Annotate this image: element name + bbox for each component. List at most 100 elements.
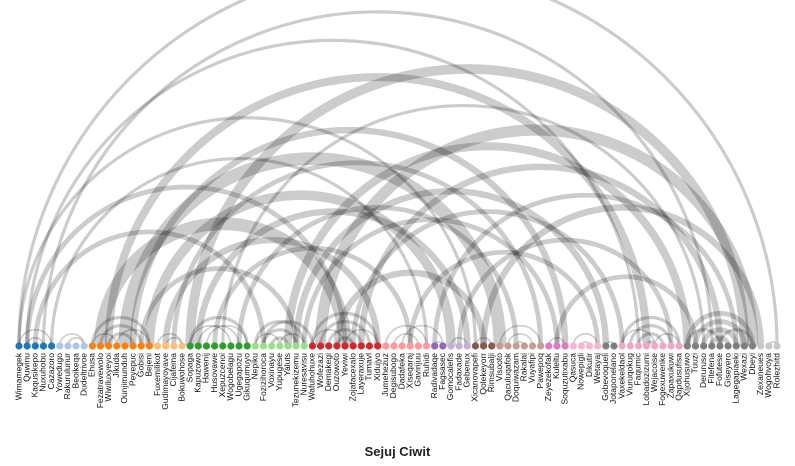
arc-link-14 bbox=[91, 333, 118, 347]
arc-link-27 bbox=[189, 324, 232, 347]
node-59 bbox=[496, 342, 504, 350]
node-label-49: Gavirijuu bbox=[413, 353, 423, 387]
arc-link-69 bbox=[572, 333, 599, 347]
node-label-61: Doquiwazam bbox=[510, 353, 520, 402]
node-label-81: Qapdusufisa bbox=[673, 353, 683, 401]
node-label-37: Wofezazi bbox=[315, 353, 325, 388]
node-48 bbox=[406, 342, 414, 350]
node-52 bbox=[439, 342, 447, 350]
node-label-80: Zapaxukuwi bbox=[665, 353, 675, 398]
node-5 bbox=[56, 342, 64, 350]
node-label-75: Viuruqokug bbox=[625, 353, 635, 396]
node-31 bbox=[268, 342, 276, 350]
arc-link-46 bbox=[327, 328, 363, 347]
arc-link-35 bbox=[253, 320, 306, 347]
arc-link-61 bbox=[456, 237, 674, 347]
node-83 bbox=[691, 342, 700, 350]
node-45 bbox=[382, 342, 390, 350]
node-40 bbox=[341, 342, 349, 350]
node-2 bbox=[31, 342, 39, 350]
node-18 bbox=[162, 342, 170, 350]
arc-link-56 bbox=[401, 324, 444, 347]
node-68 bbox=[569, 342, 577, 350]
node-label-68: Qasuca bbox=[567, 353, 577, 383]
arc-link-41 bbox=[283, 142, 692, 347]
node-label-48: Xiseqaraj bbox=[404, 353, 414, 389]
arc-link-52 bbox=[350, 209, 625, 347]
node-37 bbox=[316, 342, 325, 350]
node-35 bbox=[300, 342, 308, 350]
node-label-17: Fuxemilikot bbox=[152, 352, 162, 396]
node-label-82: Xijohusuwo bbox=[682, 353, 692, 397]
node-81 bbox=[675, 342, 683, 350]
node-label-47: Dadafeka bbox=[396, 353, 406, 390]
node-label-8: Dudeltrivoe bbox=[78, 353, 88, 396]
node-label-4: Cazazoro bbox=[46, 353, 56, 390]
node-91 bbox=[757, 342, 765, 350]
node-56 bbox=[471, 342, 480, 350]
arc-link-19 bbox=[129, 126, 569, 347]
node-label-76: Faqumic bbox=[633, 352, 643, 385]
node-label-84: Deruruso bbox=[698, 353, 708, 388]
node-15 bbox=[137, 342, 145, 350]
node-12 bbox=[113, 342, 121, 350]
node-28 bbox=[243, 342, 251, 350]
node-58 bbox=[488, 342, 496, 350]
arc-link-18 bbox=[118, 152, 507, 347]
arc-link-48 bbox=[311, 328, 346, 347]
node-label-69: Nowepigli bbox=[576, 353, 586, 390]
node-label-63: Vuyafipi bbox=[527, 353, 537, 383]
node-label-3: Nuxuhobu bbox=[38, 353, 48, 392]
node-label-39: Ouzowoto bbox=[331, 353, 341, 392]
arc-link-55 bbox=[393, 333, 420, 347]
arc-link-64 bbox=[499, 325, 542, 347]
node-77 bbox=[642, 342, 651, 350]
node-label-86: Fofutese bbox=[714, 353, 724, 386]
node-47 bbox=[398, 342, 406, 350]
arc-link-20 bbox=[138, 266, 299, 347]
node-label-35: Nuresavisu bbox=[299, 353, 309, 396]
arc-link-16 bbox=[94, 217, 352, 347]
arc-link-9 bbox=[58, 332, 86, 347]
node-label-62: Rakalai bbox=[519, 353, 529, 381]
node-61 bbox=[512, 342, 520, 350]
node-87 bbox=[724, 342, 732, 350]
node-13 bbox=[121, 342, 129, 350]
node-34 bbox=[292, 342, 300, 350]
arc-link-54 bbox=[384, 324, 428, 347]
node-label-14: Peyepuc bbox=[127, 352, 137, 386]
node-label-83: Tuuzi bbox=[690, 353, 700, 374]
node-label-5: Yowedugo bbox=[54, 353, 64, 393]
node-label-71: Wetayaj bbox=[592, 353, 602, 384]
node-label-90: Dbeyi bbox=[747, 353, 757, 375]
node-label-79: Fogexuwenke bbox=[657, 353, 667, 406]
node-label-70: Dikutir bbox=[584, 353, 594, 377]
arc-link-57 bbox=[407, 250, 601, 347]
arc-link-34 bbox=[236, 205, 519, 347]
node-63 bbox=[528, 342, 537, 350]
arc-link-26 bbox=[188, 315, 249, 347]
node-86 bbox=[716, 342, 724, 350]
arc-link-65 bbox=[507, 332, 534, 347]
node-65 bbox=[545, 342, 553, 350]
node-11 bbox=[105, 342, 113, 350]
node-1 bbox=[23, 342, 31, 350]
node-74 bbox=[618, 342, 626, 350]
node-label-13: Ounjimunduh bbox=[119, 353, 129, 404]
node-label-29: Nepiku bbox=[250, 353, 260, 380]
node-3 bbox=[39, 342, 48, 350]
arc-link-4 bbox=[32, 229, 266, 347]
node-7 bbox=[72, 342, 80, 350]
arc-link-21 bbox=[144, 190, 456, 347]
chart-title: Sejuj Ciwit bbox=[364, 444, 431, 459]
node-26 bbox=[227, 342, 235, 350]
node-label-23: Hawenij bbox=[201, 353, 211, 383]
arc-link-5 bbox=[41, 10, 714, 347]
node-label-26: Wogobelagu bbox=[225, 353, 235, 401]
node-label-87: Giseyero bbox=[722, 353, 732, 387]
arc-link-51 bbox=[333, 269, 487, 347]
node-29 bbox=[251, 342, 259, 350]
arc-link-22 bbox=[156, 332, 183, 347]
node-80 bbox=[667, 342, 675, 350]
